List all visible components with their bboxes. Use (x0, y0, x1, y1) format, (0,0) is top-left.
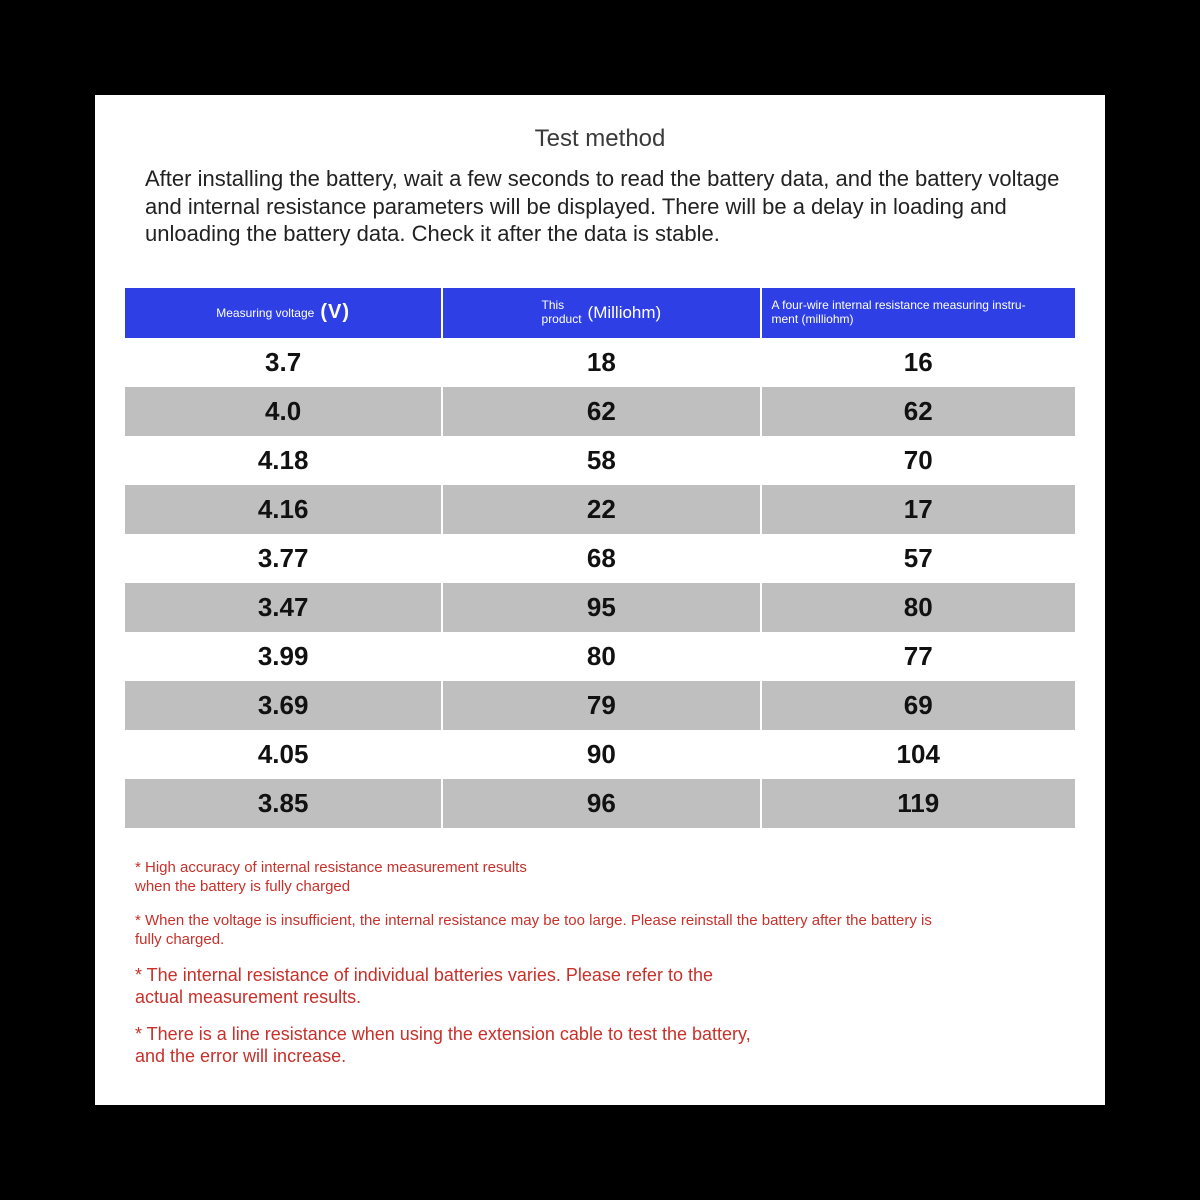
table-cell: 18 (443, 338, 761, 387)
table-row: 4.0590104 (125, 730, 1075, 779)
document-page: Test method After installing the battery… (95, 95, 1105, 1105)
table-row: 4.06262 (125, 387, 1075, 436)
table-cell: 4.05 (125, 730, 443, 779)
table-row: 3.8596119 (125, 779, 1075, 828)
table-cell: 79 (443, 681, 761, 730)
col-header-voltage: Measuring voltage (V) (125, 288, 443, 338)
footnote: * The internal resistance of individual … (135, 964, 755, 1009)
table-cell: 69 (762, 681, 1076, 730)
col1-unit: (V) (320, 301, 350, 324)
col2-label-line2: product (542, 312, 582, 326)
intro-paragraph: After installing the battery, wait a few… (95, 165, 1105, 248)
table-cell: 3.99 (125, 632, 443, 681)
table-cell: 77 (762, 632, 1076, 681)
table-cell: 4.16 (125, 485, 443, 534)
table-cell: 3.7 (125, 338, 443, 387)
col3-line1: A four-wire internal resistance measurin… (772, 298, 1026, 312)
footnotes: * High accuracy of internal resistance m… (135, 858, 1065, 1068)
col-header-four-wire: A four-wire internal resistance measurin… (762, 288, 1076, 338)
table-cell: 119 (762, 779, 1076, 828)
footnote: * When the voltage is insufficient, the … (135, 911, 955, 950)
table-row: 3.697969 (125, 681, 1075, 730)
table-cell: 16 (762, 338, 1076, 387)
table-cell: 80 (443, 632, 761, 681)
table-cell: 3.47 (125, 583, 443, 632)
page-title: Test method (95, 125, 1105, 153)
table-cell: 3.77 (125, 534, 443, 583)
col2-label-line1: This (542, 298, 565, 312)
table-cell: 95 (443, 583, 761, 632)
table-cell: 62 (443, 387, 761, 436)
table-cell: 3.69 (125, 681, 443, 730)
table-header-row: Measuring voltage (V) This product (Mill… (125, 288, 1075, 338)
footnote: * There is a line resistance when using … (135, 1023, 755, 1068)
table-row: 3.998077 (125, 632, 1075, 681)
col2-unit: (Milliohm) (588, 303, 662, 323)
footnote: * High accuracy of internal resistance m… (135, 858, 565, 897)
table-row: 4.185870 (125, 436, 1075, 485)
table-row: 3.479580 (125, 583, 1075, 632)
table-cell: 4.0 (125, 387, 443, 436)
table-cell: 90 (443, 730, 761, 779)
table-cell: 80 (762, 583, 1076, 632)
table-cell: 3.85 (125, 779, 443, 828)
col2-label: This product (542, 299, 582, 325)
table-cell: 68 (443, 534, 761, 583)
col1-label: Measuring voltage (216, 306, 314, 320)
table-cell: 62 (762, 387, 1076, 436)
table-cell: 58 (443, 436, 761, 485)
table-cell: 57 (762, 534, 1076, 583)
col3-line2: ment (milliohm) (772, 312, 854, 326)
table-cell: 104 (762, 730, 1076, 779)
table-cell: 70 (762, 436, 1076, 485)
col-header-this-product: This product (Milliohm) (443, 288, 761, 338)
table-row: 4.162217 (125, 485, 1075, 534)
table-cell: 4.18 (125, 436, 443, 485)
comparison-table: Measuring voltage (V) This product (Mill… (125, 288, 1075, 828)
table-row: 3.776857 (125, 534, 1075, 583)
table-cell: 96 (443, 779, 761, 828)
table-body: 3.718164.062624.1858704.1622173.7768573.… (125, 338, 1075, 828)
comparison-table-wrap: Measuring voltage (V) This product (Mill… (125, 288, 1075, 828)
table-cell: 22 (443, 485, 761, 534)
table-cell: 17 (762, 485, 1076, 534)
table-row: 3.71816 (125, 338, 1075, 387)
